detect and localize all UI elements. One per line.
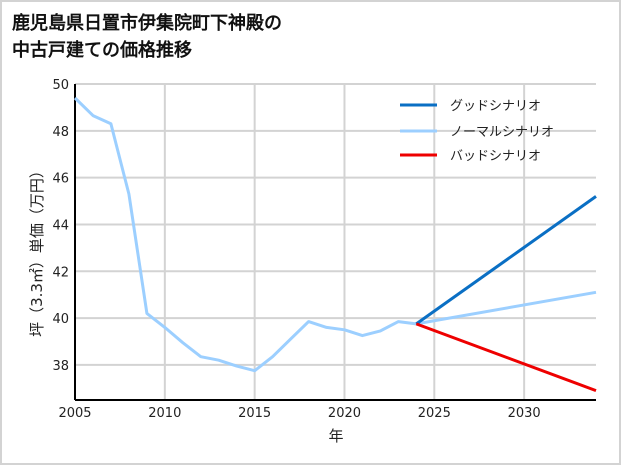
legend-label-bad: バッドシナリオ: [450, 149, 541, 164]
x-tick-label: 2005: [58, 406, 91, 421]
series-line: [416, 290, 597, 326]
y-tick-label: 40: [52, 312, 69, 327]
series-line: [73, 96, 417, 373]
y-tick-label: 38: [52, 359, 69, 374]
x-tick-label: 2010: [148, 406, 181, 421]
series-line: [415, 195, 597, 326]
x-tick-label: 2020: [328, 406, 361, 421]
y-axis-label: 坪（3.3㎡）単価（万円）: [28, 163, 46, 337]
x-tick-label: 2030: [508, 406, 541, 421]
y-tick-label: 50: [52, 78, 69, 93]
legend-label-good: グッドシナリオ: [450, 99, 541, 114]
x-tick-label: 2015: [238, 406, 271, 421]
legend-label-normal: ノーマルシナリオ: [450, 125, 554, 140]
series-line: [415, 322, 597, 393]
y-tick-label: 44: [52, 218, 69, 233]
y-tick-label: 42: [52, 265, 69, 280]
x-axis-label: 年: [328, 427, 343, 445]
y-tick-label: 46: [52, 172, 69, 187]
x-tick-label: 2025: [418, 406, 451, 421]
y-tick-label: 48: [52, 125, 69, 140]
chart-title: 鹿児島県日置市伊集院町下神殿の 中古戸建ての価格推移: [12, 13, 282, 61]
